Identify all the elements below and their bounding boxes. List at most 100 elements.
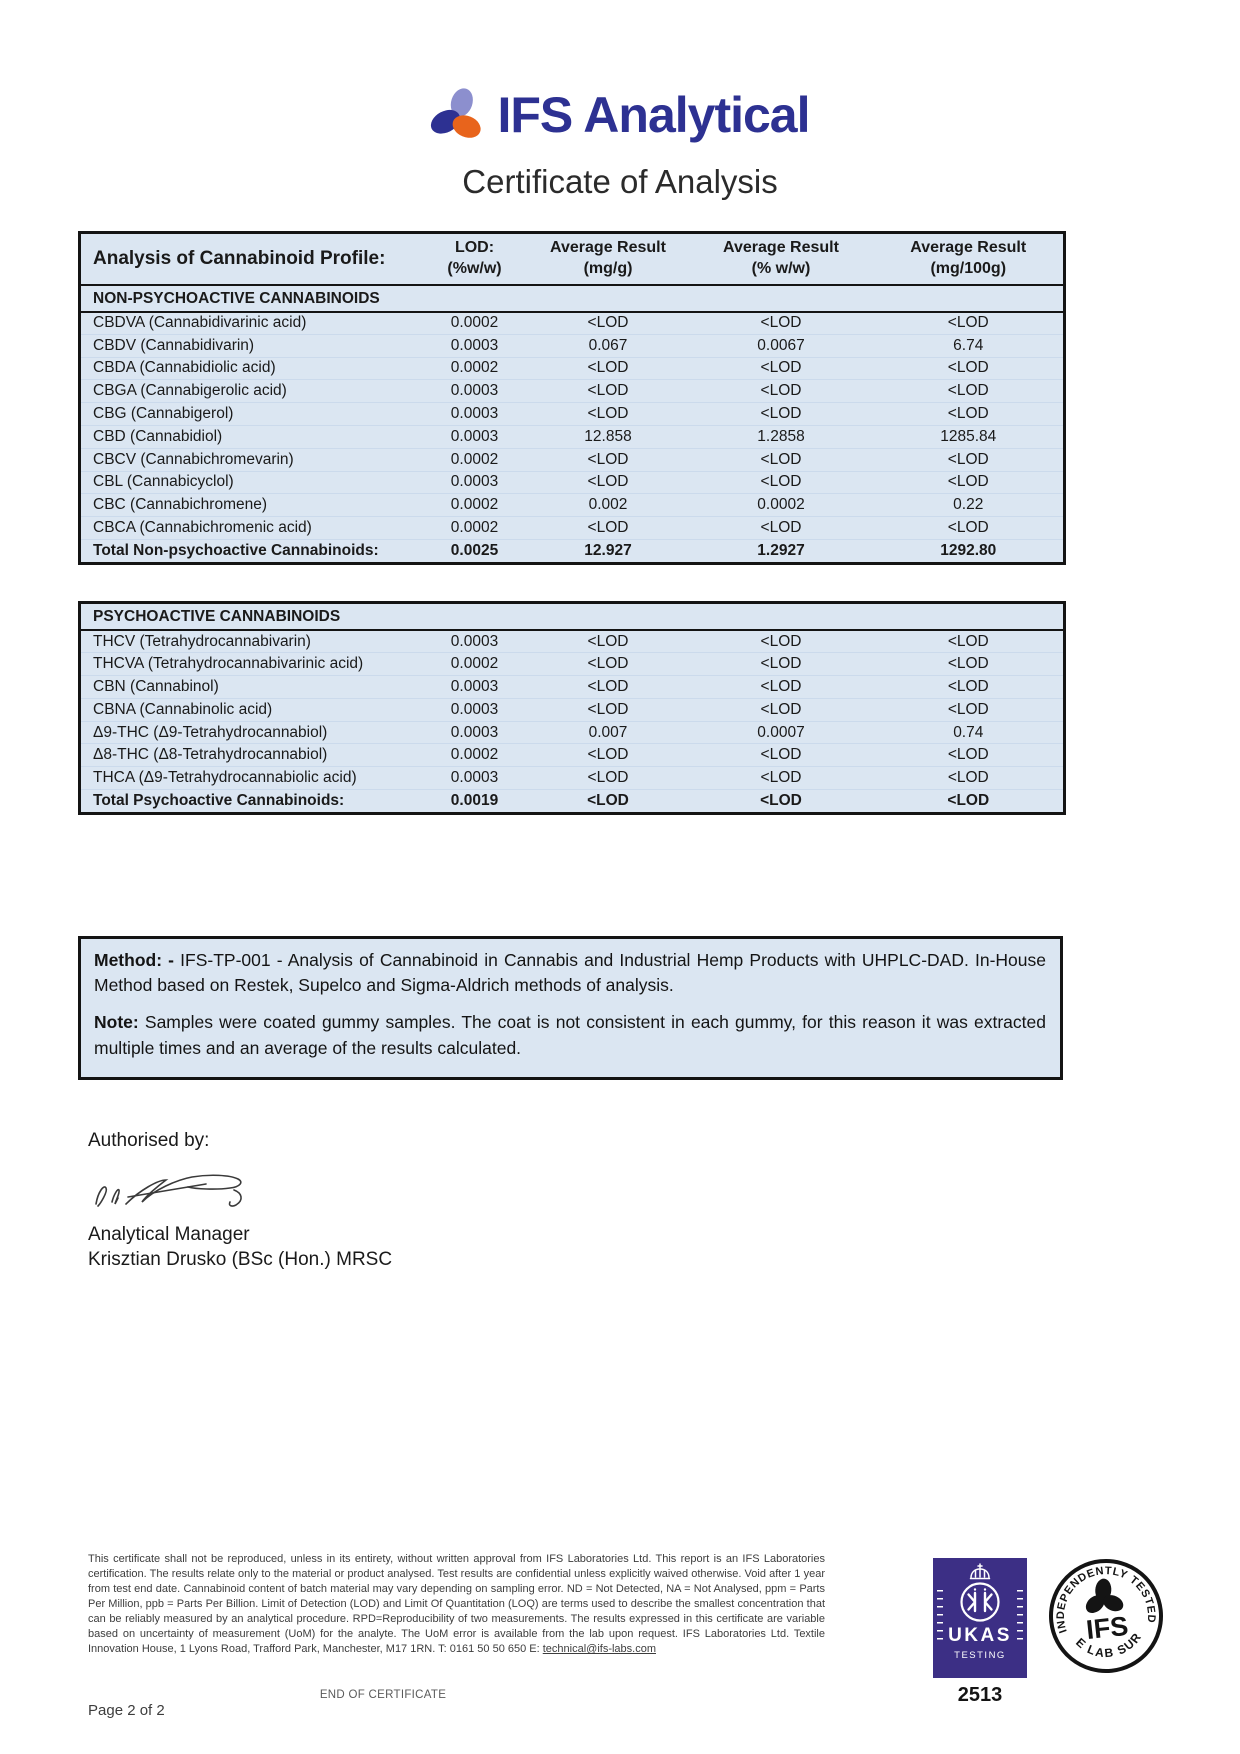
- result-value: <LOD: [947, 314, 989, 332]
- result-value: <LOD: [873, 789, 1065, 814]
- result-value: 0.007: [527, 720, 689, 744]
- table-row: THCVA (Tetrahydrocannabivarinic acid) 0.0…: [79, 652, 1065, 676]
- table-row: CBCA (Cannabichromenic acid) 0.0002 <LOD <L…: [79, 516, 1065, 540]
- certificate-title: Certificate of Analysis: [462, 163, 778, 200]
- footer-disclaimer: This certificate shall not be reproduced…: [88, 1552, 825, 1657]
- ukas-testing-label: TESTING: [954, 1650, 1006, 1661]
- result-value: 0.0002: [421, 447, 528, 472]
- profile-header: Analysis of Cannabinoid Profile:: [79, 232, 422, 286]
- table-row: CBD (Cannabidiol) 0.0003 12.858 1.2858 1285.…: [79, 424, 1065, 449]
- result-value: 1285.84: [873, 424, 1065, 449]
- table-row: CBGA (Cannabigerolic acid) 0.0003 <LOD <LOD…: [79, 379, 1065, 403]
- result-value: 0.067: [527, 333, 689, 358]
- result-value: <LOD: [873, 379, 1065, 403]
- stamp-ifs-text: IFS: [1085, 1611, 1130, 1645]
- email-link[interactable]: technical@ifs-labs.com: [542, 1643, 656, 1656]
- result-value: 0.0002: [688, 493, 874, 517]
- cannabinoid-table-psychoactive: PSYCHOACTIVE CANNABINOIDS THCV (Tetrahydr…: [78, 601, 1067, 816]
- result-value: 12.927: [527, 538, 689, 564]
- result-value: <LOD: [527, 789, 689, 814]
- col-header-line: Average Result: [910, 238, 1027, 256]
- analyte-name: CBGA (Cannabigerolic acid): [79, 379, 422, 403]
- brand-header: IFS Analytical: [0, 86, 1240, 144]
- col-header-mg-g: Average Result (mg/g): [527, 232, 689, 286]
- result-value: <LOD: [688, 379, 874, 403]
- ukas-name: UKAS: [948, 1625, 1012, 1646]
- section-header-row: PSYCHOACTIVE CANNABINOIDS: [79, 602, 1065, 631]
- end-of-certificate: END OF CERTIFICATE: [319, 1689, 447, 1701]
- result-value: 0.0003: [421, 675, 528, 699]
- result-value: <LOD: [873, 402, 1065, 426]
- result-value: 0.0003: [421, 379, 528, 403]
- result-value: 0.0003: [421, 424, 528, 449]
- result-value: <LOD: [873, 447, 1065, 472]
- result-value: 0.0002: [421, 652, 528, 676]
- result-value: 0.0002: [421, 516, 528, 540]
- result-value: <LOD: [873, 356, 1065, 380]
- analyte-name: THCV (Tetrahydrocannabivarin): [93, 632, 311, 650]
- result-value: 0.0007: [688, 720, 874, 744]
- result-value: 0.0003: [421, 402, 528, 426]
- result-value: 0.0002: [450, 314, 499, 332]
- analyte-name: Total Psychoactive Cannabinoids:: [79, 789, 422, 814]
- analyte-name: THCA (Δ9-Tetrahydrocannabiolic acid): [79, 766, 422, 790]
- analyte-name: CBN (Cannabinol): [79, 675, 422, 699]
- analyte-name: CBDA (Cannabidiolic acid): [79, 356, 422, 380]
- result-value: <LOD: [527, 766, 689, 790]
- table-row: CBCV (Cannabichromevarin) 0.0002 <LOD <LOD <…: [79, 447, 1065, 472]
- table-row: CBN (Cannabinol) 0.0003 <LOD <LOD <LOD: [79, 675, 1065, 699]
- cannabinoid-table-nonpsychoactive: Analysis of Cannabinoid Profile: LOD: (%…: [78, 231, 1066, 565]
- result-value: <LOD: [947, 632, 989, 650]
- col-header-line: Average Result: [550, 238, 666, 256]
- result-value: 12.858: [527, 424, 689, 449]
- table-row: CBDA (Cannabidiolic acid) 0.0002 <LOD <LOD <…: [79, 356, 1065, 380]
- result-value: <LOD: [688, 470, 874, 494]
- result-value: <LOD: [527, 402, 689, 426]
- result-value: <LOD: [688, 652, 874, 676]
- result-value: <LOD: [688, 697, 874, 722]
- result-value: 0.0002: [421, 743, 528, 767]
- col-header-pct-ww: Average Result (% w/w): [688, 232, 874, 286]
- result-value: <LOD: [873, 766, 1065, 790]
- result-value: 6.74: [873, 333, 1065, 358]
- analyte-name: CBDVA (Cannabidivarinic acid): [93, 314, 307, 332]
- analyte-name: CBNA (Cannabinolic acid): [79, 697, 422, 722]
- result-value: <LOD: [527, 447, 689, 472]
- ukas-logo: UKAS TESTING: [933, 1558, 1027, 1678]
- ifs-logo-icon: [431, 88, 482, 138]
- col-header-line: (%w/w): [447, 259, 502, 277]
- method-box: Method: - IFS-TP-001 - Analysis of Canna…: [78, 936, 1063, 1080]
- analyte-name: CBCA (Cannabichromenic acid): [79, 516, 422, 540]
- brand-name: IFS Analytical: [497, 87, 810, 143]
- ifs-stamp: INDEPENDENTLY TESTED BE LAB SURE IFS: [1040, 1550, 1163, 1673]
- stamp-trefoil-icon: [1085, 1578, 1124, 1613]
- result-value: <LOD: [527, 697, 689, 722]
- result-value: <LOD: [873, 675, 1065, 699]
- result-value: <LOD: [688, 447, 874, 472]
- result-value: <LOD: [873, 516, 1065, 540]
- table-header-row: Analysis of Cannabinoid Profile: LOD: (%…: [79, 232, 1065, 286]
- method-paragraph: Method: - IFS-TP-001 - Analysis of Canna…: [94, 948, 1046, 998]
- result-value: 0.0003: [421, 766, 528, 790]
- section-title: PSYCHOACTIVE CANNABINOIDS: [79, 602, 1065, 631]
- table-row: THCA (Δ9-Tetrahydrocannabiolic acid) 0.00…: [79, 766, 1065, 790]
- result-value: 0.74: [873, 720, 1065, 744]
- result-value: <LOD: [527, 675, 689, 699]
- result-value: <LOD: [527, 379, 689, 403]
- authorisation-block: Authorised by: Analytical Manager Kriszt…: [88, 1128, 392, 1273]
- table-row: THCV (Tetrahydrocannabivarin) 0.0003 <LOD <…: [80, 630, 1065, 653]
- result-value: 0.0025: [421, 538, 528, 564]
- result-value: <LOD: [688, 743, 874, 767]
- result-value: <LOD: [873, 697, 1065, 722]
- result-value: <LOD: [873, 470, 1065, 494]
- result-value: <LOD: [587, 632, 629, 650]
- result-value: 1.2927: [688, 538, 874, 564]
- result-value: <LOD: [688, 516, 874, 540]
- result-value: <LOD: [527, 516, 689, 540]
- col-header-line: LOD:: [454, 238, 495, 256]
- section-header-row: NON-PSYCHOACTIVE CANNABINOIDS: [79, 284, 1065, 313]
- result-value: 0.0002: [421, 356, 528, 380]
- result-value: 0.0003: [421, 720, 528, 744]
- result-value: <LOD: [587, 314, 629, 332]
